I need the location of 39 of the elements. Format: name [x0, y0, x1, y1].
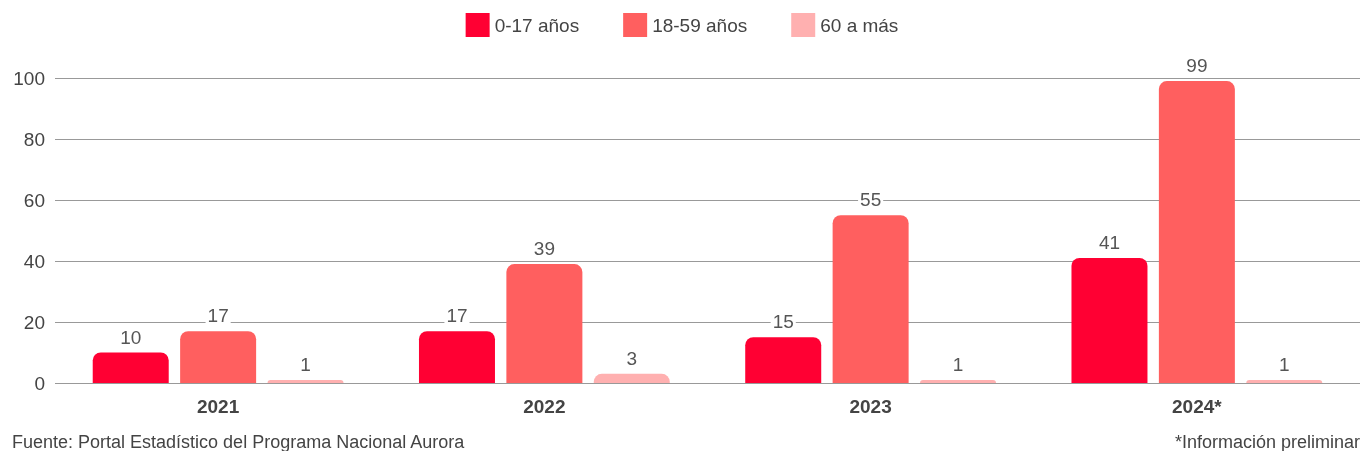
legend-label: 0-17 años	[494, 14, 580, 36]
bar	[418, 331, 495, 383]
legend-label: 60 a más	[820, 14, 899, 36]
y-tick-label: 80	[23, 128, 45, 150]
text: *Información preliminar	[1174, 432, 1361, 451]
data-label: 55	[860, 189, 882, 211]
y-tick-label: 0	[34, 372, 45, 394]
data-label: 1	[1278, 353, 1290, 375]
x-tick-label: 2022	[523, 396, 566, 417]
bar	[1158, 81, 1235, 383]
bar	[1246, 379, 1323, 383]
data-label: 10	[120, 326, 142, 348]
x-tick-label: 2023	[849, 396, 892, 417]
source-note: Fuente: Portal Estadístico del Programa Nacional Aurora	[12, 432, 466, 451]
bar	[92, 352, 169, 383]
y-tick-label: 60	[23, 189, 45, 211]
data-label: 99	[1186, 55, 1208, 77]
data-label: 3	[626, 347, 638, 369]
data-label: 1	[952, 353, 964, 375]
data-label: 17	[446, 305, 468, 327]
x-tick-label: 2024*	[1172, 396, 1223, 417]
y-tick-label: 20	[23, 311, 45, 333]
x-tick-label: 2021	[196, 396, 240, 417]
data-label: 15	[772, 311, 794, 333]
y-tick-label: 40	[23, 250, 45, 272]
bar	[593, 373, 670, 383]
bar	[267, 379, 344, 383]
bar	[920, 379, 997, 383]
y-tick-label: 100	[13, 67, 45, 89]
bar	[506, 264, 583, 383]
bar	[832, 215, 909, 383]
data-label: 39	[533, 238, 555, 260]
data-label: 1	[300, 353, 311, 375]
bar	[180, 331, 257, 383]
bar	[745, 337, 822, 383]
data-label: 41	[1098, 231, 1121, 253]
bar	[1071, 257, 1148, 383]
data-label: 17	[207, 305, 229, 327]
legend-label: 18-59 años	[652, 14, 748, 36]
